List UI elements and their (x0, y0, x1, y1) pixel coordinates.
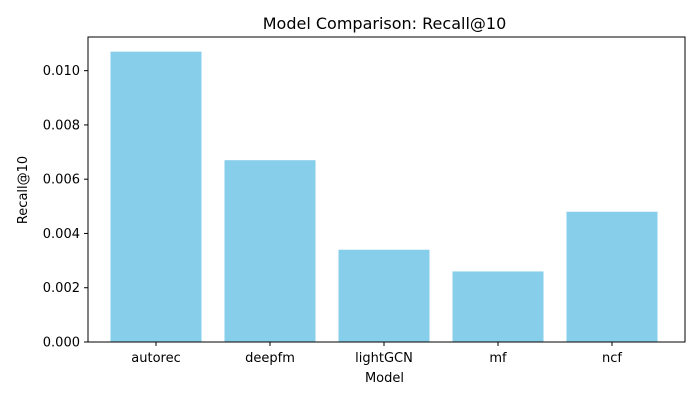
x-tick-label: deepfm (245, 351, 295, 366)
bar-mf (452, 271, 544, 342)
bar-ncf (566, 211, 658, 342)
x-axis-ticks: autorec deepfm lightGCN mf ncf (131, 342, 622, 366)
x-tick-label: ncf (602, 351, 622, 366)
x-tick-label: mf (489, 351, 507, 366)
y-tick-label: 0.004 (43, 227, 80, 242)
x-tick-label: lightGCN (355, 351, 413, 366)
x-axis-label: Model (365, 371, 404, 386)
y-tick-label: 0.002 (43, 281, 80, 296)
bar-deepfm (224, 160, 316, 342)
chart-title: Model Comparison: Recall@10 (263, 14, 507, 33)
x-tick-label: autorec (131, 351, 180, 366)
y-tick-label: 0.010 (43, 64, 80, 79)
y-tick-label: 0.006 (43, 173, 80, 188)
y-axis-ticks: 0.000 0.002 0.004 0.006 0.008 0.010 (43, 64, 88, 351)
bar-lightGCN (338, 249, 430, 342)
plot-frame (87, 36, 686, 343)
y-tick-label: 0.000 (43, 336, 80, 351)
y-axis-label: Recall@10 (16, 156, 31, 224)
bars-group (110, 51, 658, 343)
y-tick-label: 0.008 (43, 118, 80, 133)
bar-autorec (110, 51, 202, 343)
